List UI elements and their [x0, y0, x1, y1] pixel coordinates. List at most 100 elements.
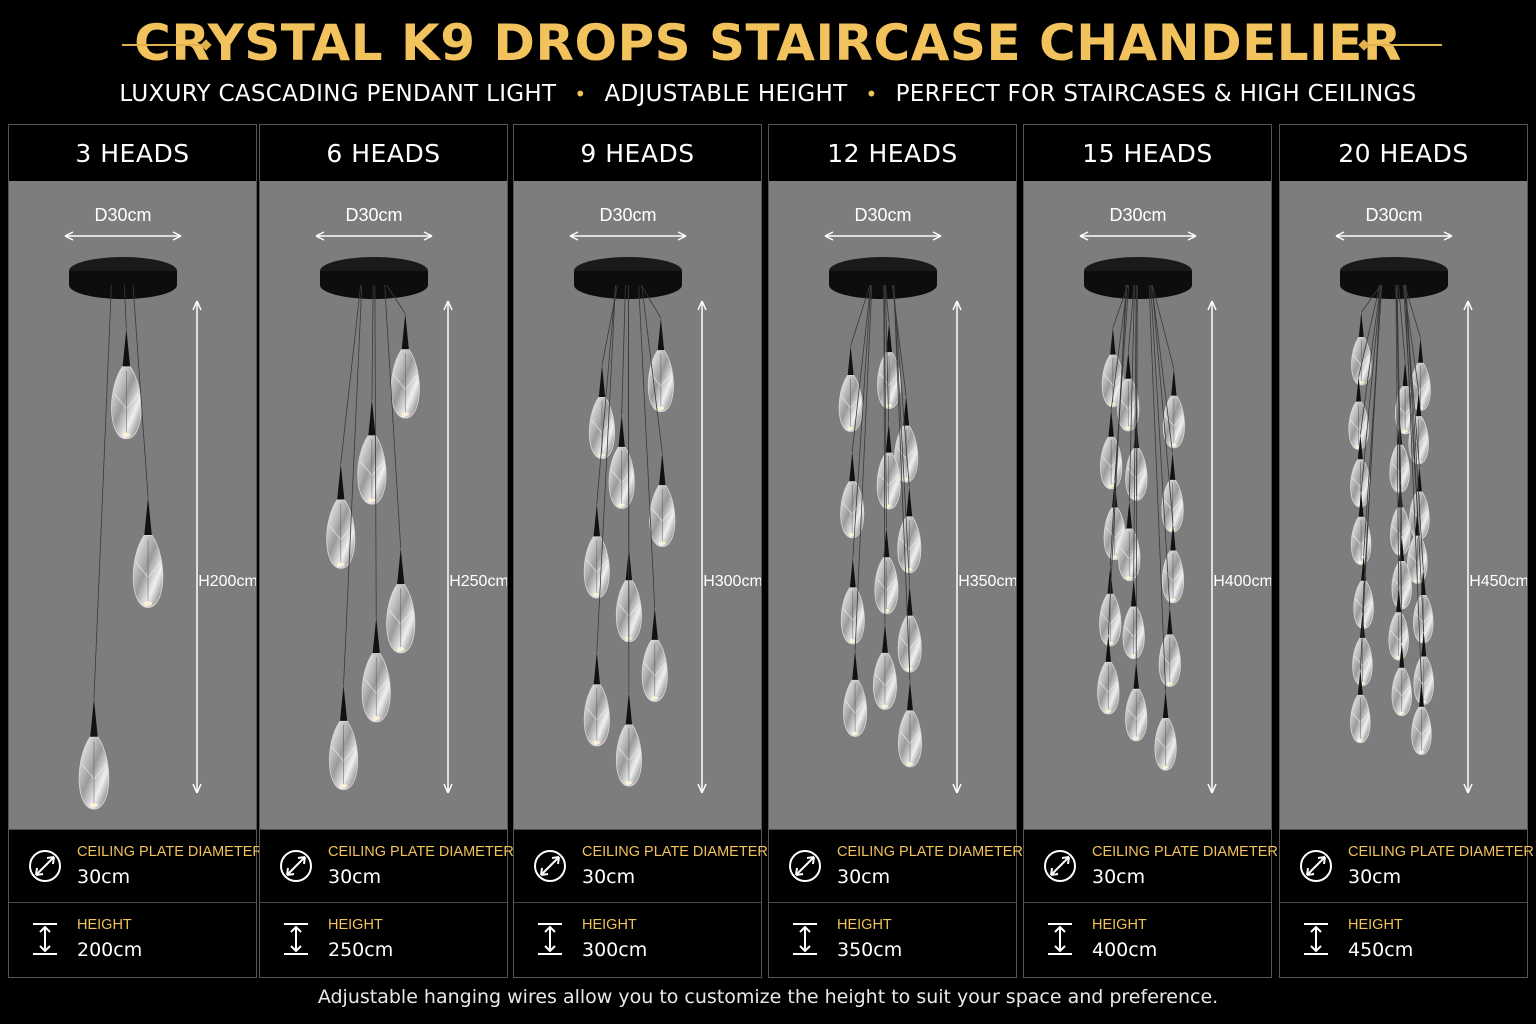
- diameter-dimension-label: D30cm: [854, 205, 911, 225]
- height-icon: [33, 923, 57, 955]
- heads-label: 15 HEADS: [1082, 138, 1213, 168]
- subtitle-part-3: PERFECT FOR STAIRCASES & HIGH CEILINGS: [895, 81, 1417, 107]
- hanging-wire: [374, 284, 377, 618]
- crystal-drop: [874, 528, 899, 615]
- hanging-wire: [893, 284, 910, 488]
- crystal-drop: [78, 699, 110, 810]
- crystal-drop: [897, 586, 922, 673]
- crystal-drop: [588, 365, 616, 460]
- height-icon: [1304, 923, 1328, 955]
- spec-height: HEIGHT 400cm: [1024, 902, 1271, 975]
- spec-diameter: CEILING PLATE DIAMETER 30cm: [1280, 829, 1534, 902]
- crystal-drop: [843, 650, 868, 737]
- model-panel: 15 HEADS D30cm H400cm CEILING PLATE DIAME…: [1023, 124, 1278, 978]
- height-icon: [538, 923, 562, 955]
- hanging-wire: [123, 284, 127, 329]
- hanging-wire: [1135, 284, 1138, 662]
- crystal-drop: [1161, 523, 1185, 604]
- product-image: D30cm H200cm: [9, 181, 256, 829]
- page-title: CRYSTAL K9 DROPS STAIRCASE CHANDELIER: [134, 14, 1402, 72]
- model-panel: 20 HEADS D30cm H450cm CEILING PLATE DIAME…: [1279, 124, 1534, 978]
- height-dimension-label: H400cm: [1213, 573, 1271, 590]
- spec-height-value: 250cm: [328, 939, 394, 961]
- hanging-wire: [386, 284, 406, 314]
- crystal-drop: [897, 487, 922, 574]
- crystal-drop: [1099, 566, 1122, 647]
- height-icon: [1048, 923, 1072, 955]
- crystal-drop: [1388, 587, 1409, 661]
- spec-diameter: CEILING PLATE DIAMETER 30cm: [9, 829, 263, 902]
- hanging-wire: [384, 284, 402, 549]
- crystal-drop: [1350, 670, 1371, 744]
- product-image: D30cm H450cm: [1280, 181, 1527, 829]
- hanging-wire: [1359, 284, 1381, 671]
- model-panel: 6 HEADS D30cm H250cm CEILING PLATE DIAMET…: [259, 124, 514, 978]
- hanging-wire: [596, 284, 616, 653]
- hanging-wire: [884, 284, 890, 424]
- hanging-wire: [893, 284, 911, 682]
- diameter-icon: [280, 850, 312, 882]
- hanging-wire: [1133, 284, 1137, 580]
- hanging-wire: [1404, 284, 1421, 339]
- crystal-drop: [386, 548, 416, 654]
- diameter-icon: [789, 850, 821, 882]
- hanging-wire: [1396, 284, 1403, 644]
- subtitle-part-2: ADJUSTABLE HEIGHT: [604, 81, 848, 107]
- chandelier-illustration: D30cm H450cm: [1335, 205, 1527, 794]
- model-panel: 12 HEADS D30cm H350cm CEILING PLATE DIAME…: [768, 124, 1023, 978]
- crystal-drop: [583, 504, 610, 599]
- hanging-wire: [1150, 284, 1171, 608]
- hanging-wire: [885, 284, 890, 323]
- hanging-wire: [1403, 284, 1420, 392]
- spec-height-value: 200cm: [77, 939, 143, 961]
- height-dimension-label: H350cm: [958, 573, 1016, 590]
- spec-height: HEIGHT 350cm: [769, 902, 1016, 975]
- crystal-drop: [1117, 351, 1140, 432]
- spec-diameter-value: 30cm: [328, 866, 382, 888]
- spec-diameter-label: CEILING PLATE DIAMETER: [77, 844, 263, 860]
- subtitle-separator: •: [574, 82, 587, 106]
- crystal-drop: [647, 318, 674, 413]
- hanging-wire: [640, 284, 662, 319]
- spec-height: HEIGHT 300cm: [514, 902, 761, 975]
- spec-height-label: HEIGHT: [837, 917, 892, 933]
- hanging-wire: [1151, 284, 1174, 524]
- spec-diameter-label: CEILING PLATE DIAMETER: [1092, 844, 1278, 860]
- spec-diameter-label: CEILING PLATE DIAMETER: [328, 844, 514, 860]
- crystal-drop: [840, 558, 865, 645]
- hanging-wire: [883, 284, 887, 529]
- spec-height-value: 400cm: [1092, 939, 1158, 961]
- diameter-dimension-label: D30cm: [1365, 205, 1422, 225]
- crystal-drop: [641, 607, 668, 702]
- hanging-wire: [1358, 284, 1381, 378]
- heads-label: 9 HEADS: [580, 138, 695, 168]
- chandelier-illustration: D30cm H350cm: [824, 205, 1016, 794]
- hanging-wire: [1127, 284, 1135, 352]
- hanging-wire: [1398, 284, 1406, 362]
- hanging-wire: [1107, 284, 1127, 635]
- hanging-wire: [627, 284, 630, 693]
- spec-height: HEIGHT 450cm: [1280, 902, 1527, 975]
- height-dimension-label: H300cm: [703, 573, 761, 590]
- spec-diameter-label: CEILING PLATE DIAMETER: [837, 844, 1023, 860]
- chandelier-illustration: D30cm H300cm: [569, 205, 761, 794]
- spec-diameter-value: 30cm: [77, 866, 131, 888]
- height-dimension-label: H250cm: [449, 573, 507, 590]
- subtitle-separator: •: [865, 82, 878, 106]
- crystal-drop: [1125, 661, 1148, 742]
- spec-diameter: CEILING PLATE DIAMETER 30cm: [769, 829, 1023, 902]
- crystal-drop: [1351, 312, 1372, 386]
- hanging-wire: [883, 284, 886, 624]
- diameter-dimension-label: D30cm: [345, 205, 402, 225]
- hanging-wire: [1395, 284, 1400, 588]
- height-icon: [284, 923, 308, 955]
- crystal-drop: [1162, 368, 1185, 449]
- diameter-icon: [1044, 850, 1076, 882]
- hanging-wire: [1360, 284, 1382, 493]
- crystal-drop: [1411, 682, 1432, 756]
- hanging-wire: [850, 284, 871, 346]
- crystal-drop: [1118, 501, 1141, 582]
- heads-label: 12 HEADS: [827, 138, 958, 168]
- hanging-wire: [851, 284, 872, 453]
- hanging-wire: [1360, 284, 1382, 313]
